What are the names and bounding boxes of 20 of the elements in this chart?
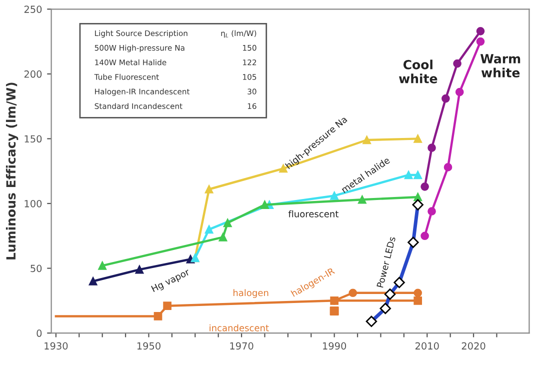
x-tick-label: 2020	[462, 342, 486, 350]
series-label: fluorescent	[288, 210, 338, 218]
y-tick-label: 0	[36, 330, 42, 337]
x-tick-label: 1970	[230, 342, 254, 350]
y-tick-label: 200	[24, 70, 42, 78]
y-axis-title: Luminous Efficacy (lm/W)	[6, 82, 18, 260]
y-tick-label: 250	[24, 6, 42, 13]
y-tick-label: 150	[24, 135, 42, 143]
x-tick-label: 1990	[323, 342, 346, 350]
series-label: Cool white	[398, 60, 438, 84]
text: incandescent	[210, 324, 269, 332]
y-tick-label: 100	[24, 200, 42, 208]
y-tick-label: 50	[30, 264, 42, 272]
text: Power LEDs	[376, 236, 396, 288]
x-tick-label: 1930	[44, 342, 68, 350]
text: Hg vapor	[151, 268, 191, 294]
x-tick-label: 1950	[137, 342, 160, 350]
series-label: halogen	[233, 289, 268, 298]
series-label: Warm white	[480, 54, 520, 78]
x-tick-label: 2010	[415, 342, 439, 350]
